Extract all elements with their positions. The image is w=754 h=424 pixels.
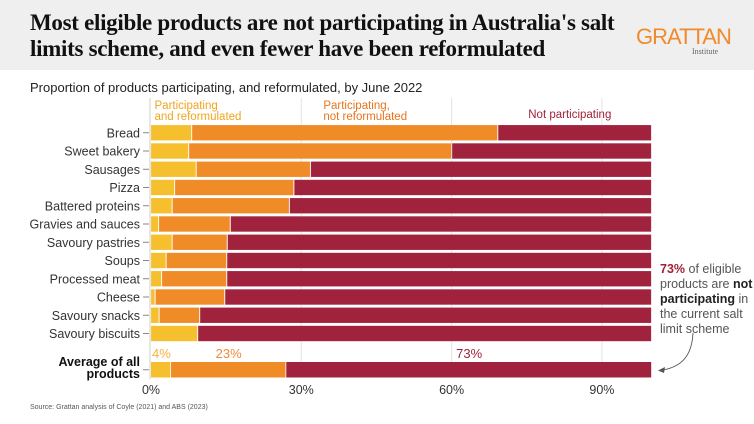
bar-segment-1 [150,307,160,324]
bar-segment-3 [226,252,652,269]
annotation-value: 73% [660,262,686,276]
bar-segment-1 [150,288,156,306]
legend-label-1-line-2: and reformulated [155,111,242,123]
bar-segment-3 [289,197,652,214]
annotation: 73% of eligible products are not partici… [660,262,754,337]
bar-segment-2 [159,307,200,324]
bar-segment-1 [150,270,162,287]
bar-segment-1 [150,197,173,214]
bar-segment-2 [158,215,231,233]
average-label-line-1: Average of all [58,355,140,369]
average-label-line-2: products [87,367,141,381]
chart-title: Most eligible products are not participa… [30,10,615,61]
legend-label-2-line-1: Participating, [323,100,389,112]
bar-segment-2 [196,161,311,178]
bar-segment-1 [150,234,173,251]
legend-label-2-line-2: not reformulated [323,111,407,123]
bar-segment-2 [161,270,227,287]
grattan-logo-subtitle: Institute [692,47,719,56]
bar-segment-3 [226,270,652,287]
bar-segment-2 [188,142,452,160]
x-tick-label: 0% [142,383,160,397]
average-data-label-2: 23% [216,346,242,361]
source-note: Source: Grattan analysis of Coyle (2021)… [30,404,208,411]
bar-segment-1 [150,161,197,178]
category-label: Processed meat [50,272,141,286]
bar-segment-1 [150,215,159,233]
category-label: Gravies and sauces [30,218,140,232]
bar-segment-3 [199,307,652,324]
bar-segment-2 [172,197,290,214]
bar-segment-2 [191,124,498,141]
annotation-arrow [662,332,694,371]
category-label: Cheese [97,291,140,305]
bar-segment-3 [497,124,652,141]
chart-subtitle: Proportion of products participating, an… [30,80,423,95]
annotation-text-2: in the current salt limit scheme [660,292,749,336]
annotation-text-1: of eligible products are [660,262,742,291]
x-tick-label: 30% [289,383,314,397]
average-bar-segment-1 [151,362,171,378]
legend-label-3-line-1: Not participating [528,109,611,121]
bar-segment-3 [293,179,652,196]
bar-segment-1 [150,252,167,269]
category-label: Sweet bakery [64,145,140,159]
header: Most eligible products are not participa… [0,0,754,70]
average-bar-segment-2 [171,362,286,378]
bar-segment-2 [172,234,228,251]
bar-segment-1 [150,142,189,160]
bar-segment-3 [227,234,652,251]
category-label: Savoury pastries [47,236,140,250]
bar-segment-1 [150,124,192,141]
legend-label-1-line-1: Participating [155,100,218,112]
annotation-bold: not participating [660,277,753,306]
annotation-arrowhead [658,367,665,373]
bar-segment-3 [451,142,652,160]
bar-segment-2 [166,252,227,269]
average-bar-segment-3 [286,362,652,378]
grattan-logo: GRATTAN [636,24,732,49]
average-data-label-1: 4% [152,346,171,361]
category-label: Battered proteins [45,199,140,213]
category-label: Savoury biscuits [49,327,140,341]
category-label: Pizza [109,181,140,195]
bar-segment-2 [155,288,225,306]
bar-segment-3 [224,288,652,306]
bar-segment-3 [310,161,652,178]
category-label: Soups [105,254,140,268]
average-data-label-3: 73% [456,346,482,361]
bar-segment-1 [150,325,198,342]
category-label: Sausages [84,163,140,177]
category-label: Savoury snacks [52,309,140,323]
bar-segment-3 [197,325,652,342]
category-label: Bread [107,126,140,140]
bar-segment-3 [230,215,652,233]
bar-segment-2 [174,179,294,196]
x-tick-label: 90% [589,383,614,397]
bar-segment-1 [150,179,175,196]
x-tick-label: 60% [439,383,464,397]
